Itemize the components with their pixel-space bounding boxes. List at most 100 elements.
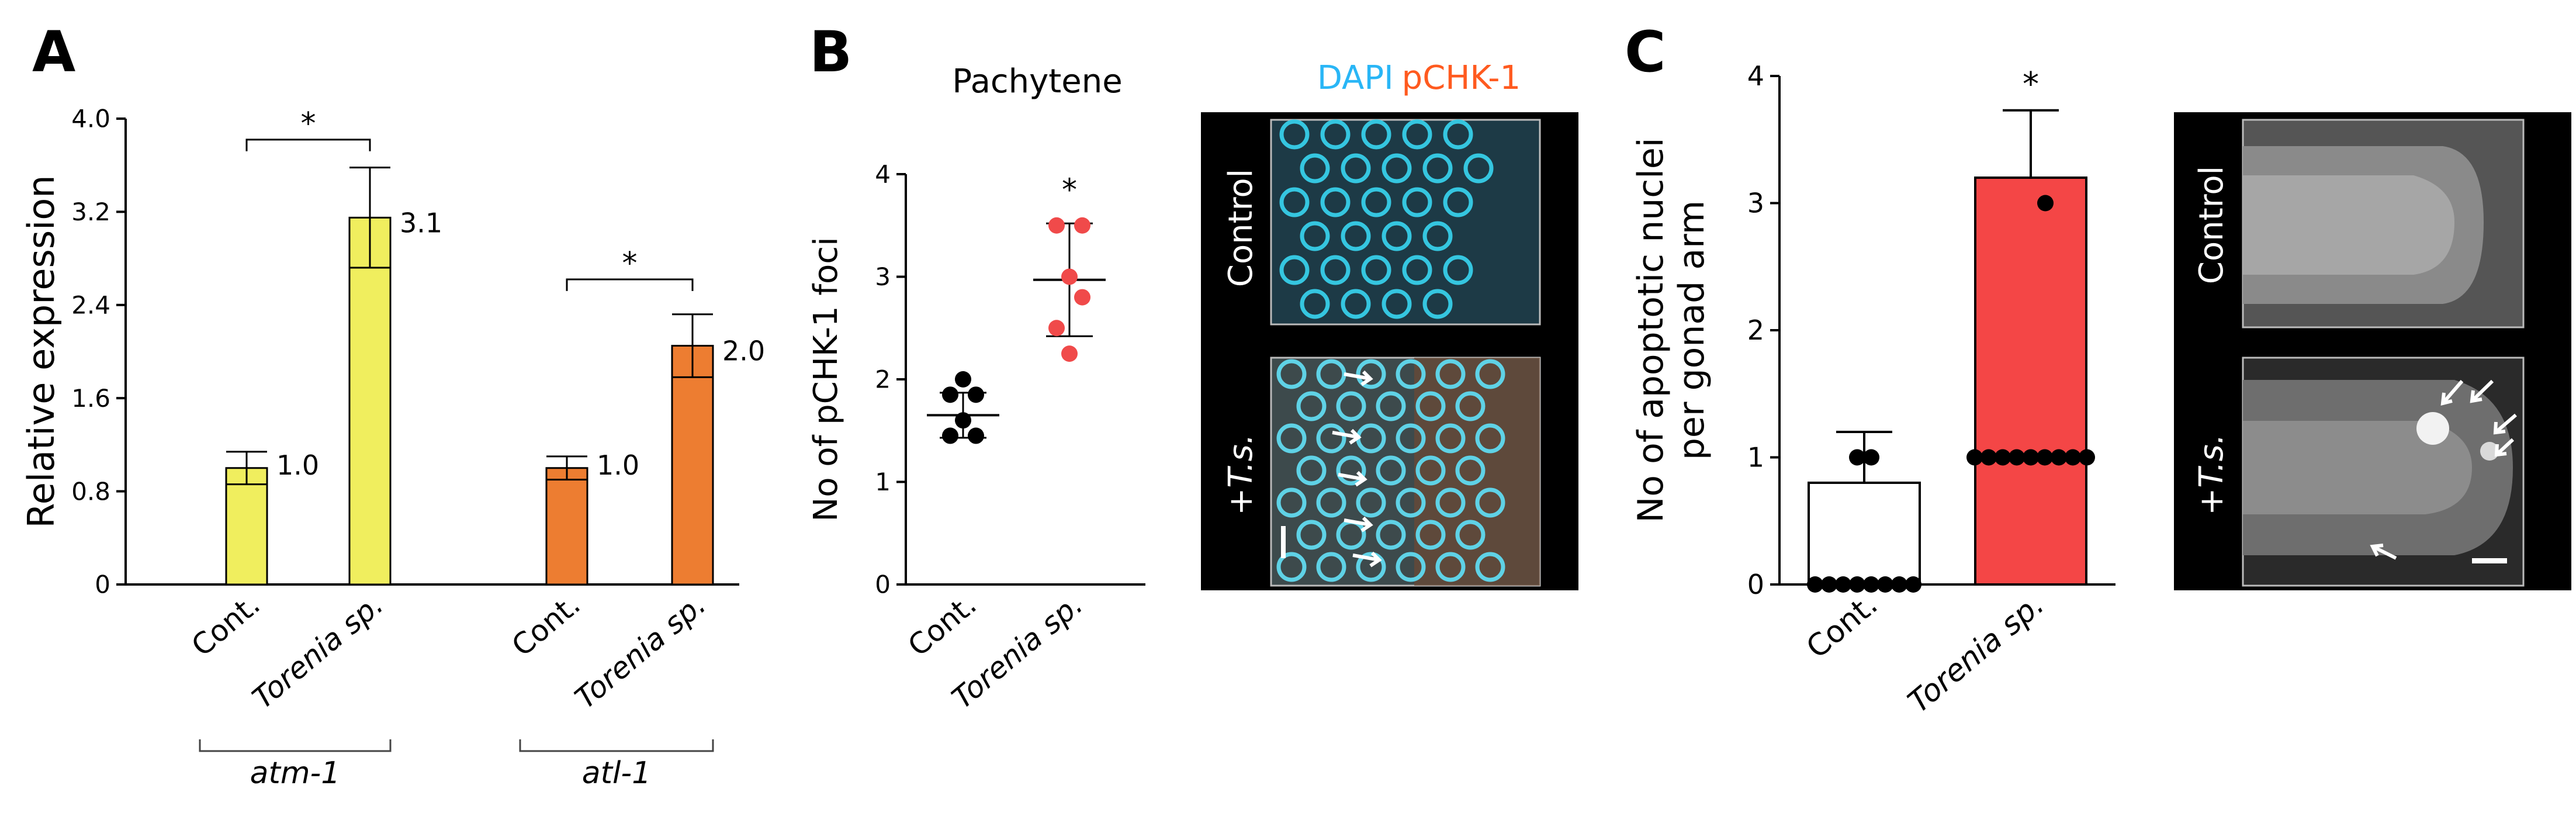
y-tick-label: 4 xyxy=(1747,60,1764,92)
nucleus xyxy=(1382,289,1412,319)
nucleus xyxy=(1300,221,1330,251)
nucleus xyxy=(1435,552,1466,582)
data-point xyxy=(1807,576,1823,593)
data-point xyxy=(1061,345,1078,362)
nucleus xyxy=(1320,119,1351,150)
y-axis-label: No of apoptotic nucleiper gonad arm xyxy=(1630,137,1712,523)
data-point xyxy=(955,371,971,388)
apoptotic-nucleus xyxy=(2416,412,2449,445)
panel-c-micrographs: Control +T.s. xyxy=(2174,112,2571,590)
nucleus xyxy=(1455,455,1486,486)
nucleus xyxy=(1320,255,1351,285)
data-point xyxy=(1849,449,1865,466)
y-tick-label: 0 xyxy=(1747,569,1764,600)
nucleus xyxy=(1356,359,1386,389)
bar xyxy=(671,345,714,586)
data-point xyxy=(2065,449,2081,466)
significance-bracket xyxy=(566,278,694,291)
nucleus xyxy=(1396,359,1426,389)
y-tick-label: 3.2 xyxy=(71,198,110,226)
micrograph-c-treated-label: +T.s. xyxy=(2193,434,2231,515)
y-tick-label: 2.4 xyxy=(71,291,110,320)
nucleus xyxy=(1279,119,1310,150)
nucleus xyxy=(1455,520,1486,550)
data-point xyxy=(1849,576,1865,593)
data-point xyxy=(942,427,958,444)
micrograph-b-scale-bar xyxy=(1281,526,1286,558)
data-point xyxy=(968,386,984,403)
nucleus xyxy=(1361,119,1391,150)
panel-a-chart: 0 0.8 1.6 2.4 3.2 4.0 Relative expression 1.0 Co… xyxy=(20,105,765,791)
nucleus xyxy=(1279,255,1310,285)
nucleus xyxy=(1376,455,1406,486)
data-point xyxy=(1074,289,1090,306)
data-point xyxy=(2079,449,2095,466)
nucleus xyxy=(1475,423,1505,454)
data-point xyxy=(955,412,971,429)
y-tick-label: 2 xyxy=(1747,314,1764,346)
bar xyxy=(348,216,392,586)
significance-label: * xyxy=(1062,172,1077,207)
data-point xyxy=(2037,449,2053,466)
data-point xyxy=(1074,217,1090,234)
nucleus xyxy=(1422,289,1453,319)
panel-b-micrographs: DAPI pCHK-1 Control +T.s. xyxy=(1201,59,1578,590)
nucleus xyxy=(1376,391,1406,421)
nucleus xyxy=(1356,487,1386,518)
nucleus xyxy=(1341,153,1371,184)
nucleus xyxy=(1361,255,1391,285)
x-tick-label: Torenia sp. xyxy=(1902,587,2051,720)
data-point xyxy=(1835,576,1851,593)
nucleus xyxy=(1443,255,1473,285)
x-tick-label: Cont. xyxy=(505,587,587,663)
y-tick-label: 3 xyxy=(1747,188,1764,219)
group-label: atl-1 xyxy=(582,756,652,791)
x-tick-label: Cont. xyxy=(185,587,266,663)
nucleus xyxy=(1276,552,1307,582)
data-point xyxy=(2037,195,2054,212)
data-label: 3.1 xyxy=(400,207,442,238)
micrograph-b-control-label: Control xyxy=(1222,169,1260,287)
data-point xyxy=(1048,320,1065,337)
x-tick-label: Cont. xyxy=(902,587,983,663)
nucleus xyxy=(1455,391,1486,421)
nucleus xyxy=(1300,153,1330,184)
pchk1-label: pCHK-1 xyxy=(1402,59,1521,97)
significance-label: * xyxy=(301,106,316,141)
bar xyxy=(225,467,268,586)
data-point xyxy=(1891,576,1907,593)
x-tick-label: Cont. xyxy=(1800,587,1884,666)
nucleus xyxy=(1435,487,1466,518)
panel-c-letter: C xyxy=(1625,19,1666,85)
nucleus xyxy=(1435,423,1466,454)
nucleus xyxy=(1296,520,1327,550)
nucleus xyxy=(1422,221,1453,251)
significance-label: * xyxy=(2023,65,2039,103)
bar xyxy=(545,467,588,586)
nucleus xyxy=(1475,552,1505,582)
nucleus xyxy=(1402,255,1432,285)
micrograph-b-arrows xyxy=(1332,370,1382,568)
nucleus xyxy=(1320,187,1351,217)
nucleus xyxy=(1376,520,1406,550)
data-point xyxy=(942,386,958,403)
nucleus xyxy=(1382,221,1412,251)
data-point xyxy=(1048,217,1065,234)
nucleus xyxy=(1443,119,1473,150)
nucleus xyxy=(1396,487,1426,518)
data-label: 2.0 xyxy=(722,335,765,367)
data-point xyxy=(1061,268,1078,285)
data-label: 1.0 xyxy=(597,449,639,481)
nucleus xyxy=(1443,187,1473,217)
data-point xyxy=(1877,576,1893,593)
nucleus xyxy=(1435,359,1466,389)
y-tick-label: 2 xyxy=(875,365,891,394)
nucleus xyxy=(1336,455,1366,486)
y-tick-label: 0 xyxy=(95,570,110,599)
data-point xyxy=(1966,449,1983,466)
nucleus xyxy=(1422,153,1453,184)
data-label: 1.0 xyxy=(276,449,319,481)
nucleus xyxy=(1279,187,1310,217)
y-axis-label: No of pCHK-1 foci xyxy=(807,237,845,521)
